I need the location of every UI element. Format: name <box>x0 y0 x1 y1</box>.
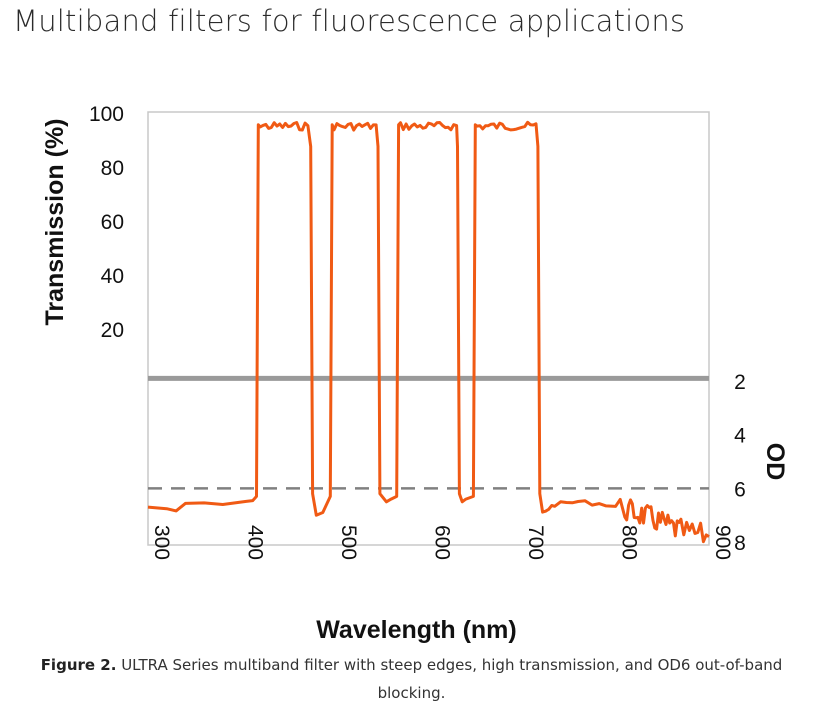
y-tick-label-transmission: 60 <box>101 211 124 234</box>
y-tick-label-transmission: 20 <box>101 319 124 342</box>
x-tick-label: 700 <box>524 525 547 560</box>
transmission-curve <box>147 120 710 544</box>
y-axis-label-od: OD <box>761 443 789 481</box>
x-tick-label: 800 <box>618 525 641 560</box>
x-tick-label: 400 <box>244 525 267 560</box>
figure-caption: Figure 2. ULTRA Series multiband filter … <box>40 651 783 707</box>
caption-lead: Figure 2. <box>40 656 117 674</box>
x-tick-label: 600 <box>431 525 454 560</box>
y-axis-label-transmission: Transmission (%) <box>41 119 69 326</box>
y-tick-label-transmission: 80 <box>101 157 124 180</box>
x-tick-label: 900 <box>711 525 734 560</box>
caption-text: ULTRA Series multiband filter with steep… <box>116 656 783 702</box>
page-title: Multiband filters for fluorescence appli… <box>13 4 686 38</box>
y-tick-label-od: 6 <box>734 478 746 501</box>
y-tick-label-transmission: 100 <box>89 103 124 126</box>
transmission-chart: 100 80 60 40 20 2 4 6 8 300 400 500 600 700 800 900 Tra… <box>41 103 789 644</box>
y-tick-label-od: 2 <box>734 371 746 394</box>
y-tick-label-transmission: 40 <box>101 265 124 288</box>
y-tick-label-od: 8 <box>734 532 746 555</box>
x-axis-label: Wavelength (nm) <box>316 616 516 644</box>
y-tick-label-od: 4 <box>734 425 746 448</box>
x-tick-label: 500 <box>337 525 360 560</box>
x-tick-label: 300 <box>150 525 173 560</box>
plot-frame <box>147 111 710 546</box>
